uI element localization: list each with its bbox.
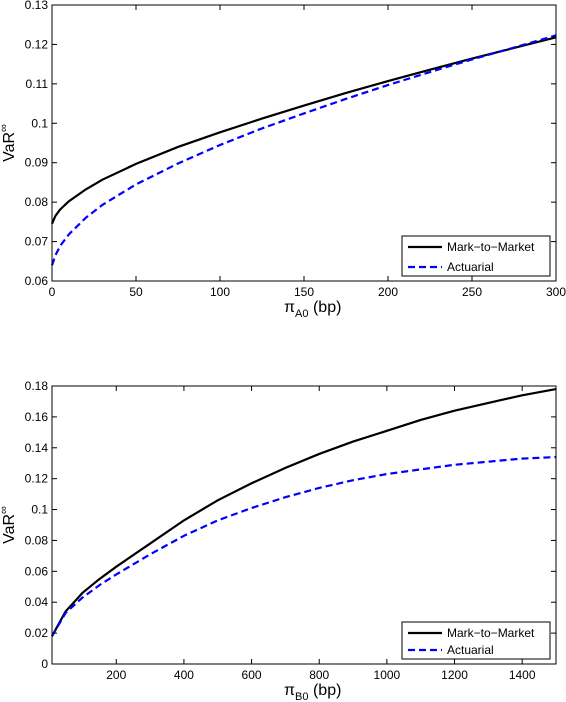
legend-label: Mark−to−Market xyxy=(447,626,535,640)
y-tick-label: 0.13 xyxy=(25,0,49,12)
x-tick-label: 250 xyxy=(462,285,482,299)
y-tick-label: 0.11 xyxy=(26,77,49,91)
y-tick-label: 0.18 xyxy=(25,379,49,393)
y-tick-label: 0 xyxy=(41,657,48,671)
chart-2: 200 400 600 800 1000 1200 1400 0 0.02 0.04 0.06 0.0… xyxy=(0,379,557,702)
legend-label: Actuarial xyxy=(447,260,494,274)
series-line-mark-to-market xyxy=(51,388,557,637)
x-tick-label: 400 xyxy=(174,668,194,682)
x-tick-label: 600 xyxy=(242,668,262,682)
series-line-actuarial xyxy=(50,34,557,266)
legend-box xyxy=(401,621,551,660)
x-tick-label: 50 xyxy=(129,285,143,299)
y-tick-label: 0.12 xyxy=(25,472,49,486)
x-tick-label: 100 xyxy=(210,285,230,299)
chart-1: 0 50 100 150 200 250 300 0.06 0.07 0.08 0.09 0.1 0.1… xyxy=(0,0,566,320)
x-tick-label: 300 xyxy=(546,285,566,299)
y-tick-label: 0.08 xyxy=(25,533,49,547)
legend-label: Actuarial xyxy=(447,643,494,657)
x-tick-label: 1000 xyxy=(374,668,401,682)
x-tick-label: 150 xyxy=(294,285,314,299)
x-tick-label: 1400 xyxy=(509,668,536,682)
y-tick-label: 0.09 xyxy=(25,156,49,170)
x-tick-label: 800 xyxy=(309,668,329,682)
y-tick-label: 0.04 xyxy=(25,595,49,609)
x-axis-label: πB0 (bp) xyxy=(284,682,341,702)
legend-box xyxy=(401,235,551,277)
legend: Mark−to−Market Actuarial xyxy=(401,235,551,277)
plot-area-frame xyxy=(51,385,557,665)
x-tick-label: 1200 xyxy=(441,668,468,682)
x-tick-label: 0 xyxy=(49,285,56,299)
y-tick-label: 0.06 xyxy=(25,274,49,288)
y-axis-label: VaR∞ xyxy=(0,506,18,544)
y-tick-label: 0.1 xyxy=(31,116,48,130)
y-tick-label: 0.06 xyxy=(25,564,49,578)
y-axis-label: VaR∞ xyxy=(0,124,18,162)
legend-label: Mark−to−Market xyxy=(447,240,535,254)
y-tick-label: 0.07 xyxy=(25,235,49,249)
y-tick-label: 0.12 xyxy=(25,37,49,51)
series-line-mark-to-market xyxy=(50,36,557,225)
y-tick-label: 0.16 xyxy=(25,410,49,424)
legend: Mark−to−Market Actuarial xyxy=(401,621,551,660)
series-line-actuarial xyxy=(51,455,557,637)
y-tick-label: 0.08 xyxy=(25,195,49,209)
x-tick-label: 200 xyxy=(378,285,398,299)
x-tick-label: 200 xyxy=(106,668,126,682)
x-axis-label: πA0 (bp) xyxy=(284,299,341,320)
y-tick-label: 0.1 xyxy=(31,503,48,517)
y-tick-label: 0.14 xyxy=(25,441,49,455)
y-tick-label: 0.02 xyxy=(25,626,49,640)
